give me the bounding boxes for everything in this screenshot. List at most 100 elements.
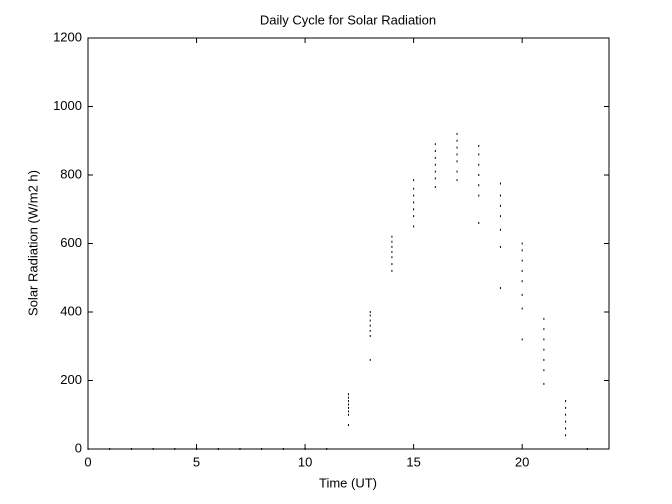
point [543, 369, 545, 372]
point [521, 307, 523, 310]
point [434, 170, 436, 173]
y-tick-label: 1000 [53, 98, 82, 113]
point [456, 170, 458, 173]
point [391, 235, 393, 238]
point [499, 228, 501, 231]
point [391, 263, 393, 266]
point [499, 245, 501, 248]
point [348, 410, 349, 413]
point [391, 251, 393, 254]
point [499, 194, 501, 197]
point [369, 358, 371, 361]
point [261, 448, 263, 450]
point [521, 242, 523, 245]
point [521, 338, 523, 341]
point [391, 245, 393, 248]
point [456, 179, 458, 182]
point [543, 317, 545, 320]
point [326, 448, 328, 450]
point [478, 144, 480, 147]
point [521, 269, 523, 272]
point [543, 358, 545, 361]
y-tick-label: 600 [60, 235, 82, 250]
point [543, 338, 545, 341]
point [478, 174, 480, 176]
point [369, 319, 371, 322]
point [434, 143, 436, 146]
point [87, 448, 89, 450]
point [521, 249, 523, 252]
point [521, 293, 523, 296]
point [196, 448, 198, 450]
y-tick-label: 200 [60, 372, 82, 387]
point [499, 182, 501, 185]
point [478, 153, 480, 156]
point [565, 406, 567, 409]
point [369, 324, 371, 327]
point [478, 184, 480, 187]
point [565, 427, 567, 430]
point [348, 406, 349, 409]
point [369, 311, 371, 313]
point [456, 146, 458, 149]
point [413, 194, 415, 197]
point [478, 194, 480, 197]
point [456, 132, 458, 135]
x-axis-label: Time (UT) [319, 475, 377, 490]
point [434, 156, 436, 159]
point [456, 139, 458, 142]
point [348, 393, 349, 396]
point [348, 403, 349, 406]
point [109, 448, 111, 450]
point [348, 413, 349, 416]
x-tick-label: 15 [406, 454, 420, 469]
point [130, 448, 132, 450]
point [217, 448, 219, 450]
point [413, 208, 415, 211]
point [413, 201, 415, 204]
point [152, 448, 154, 450]
x-tick-label: 5 [193, 454, 200, 469]
point [369, 329, 371, 332]
y-tick-label: 1200 [53, 29, 82, 44]
point [565, 400, 567, 403]
point [348, 424, 349, 427]
point [521, 259, 523, 262]
point [369, 334, 371, 337]
point [521, 280, 523, 283]
point [456, 153, 458, 156]
point [499, 287, 501, 290]
point [239, 448, 241, 450]
x-tick-label: 0 [84, 454, 91, 469]
x-tick-label: 10 [298, 454, 312, 469]
y-tick-label: 800 [60, 166, 82, 181]
point [304, 448, 306, 450]
point [565, 413, 567, 416]
point [282, 448, 284, 450]
point [434, 150, 436, 153]
point [391, 256, 393, 259]
point [348, 400, 349, 403]
point [174, 448, 176, 450]
point [413, 215, 415, 218]
point [391, 269, 393, 272]
chart-title: Daily Cycle for Solar Radiation [260, 12, 436, 27]
point [586, 448, 588, 450]
point [369, 314, 371, 317]
y-tick-label: 400 [60, 303, 82, 318]
point [543, 348, 545, 351]
point [391, 240, 393, 243]
point [565, 420, 567, 423]
point [434, 177, 436, 180]
point [434, 185, 436, 188]
point [478, 221, 480, 224]
point [434, 163, 436, 166]
point [456, 160, 458, 163]
point [499, 204, 501, 207]
y-tick-label: 0 [75, 440, 82, 455]
point [348, 396, 349, 399]
point [413, 187, 415, 190]
point [543, 328, 545, 331]
